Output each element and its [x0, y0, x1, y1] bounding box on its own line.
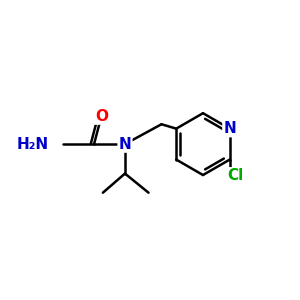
Text: O: O — [95, 109, 108, 124]
Text: N: N — [118, 136, 131, 152]
Text: H₂N: H₂N — [16, 136, 48, 152]
Text: N: N — [224, 121, 236, 136]
Text: Cl: Cl — [227, 168, 243, 183]
